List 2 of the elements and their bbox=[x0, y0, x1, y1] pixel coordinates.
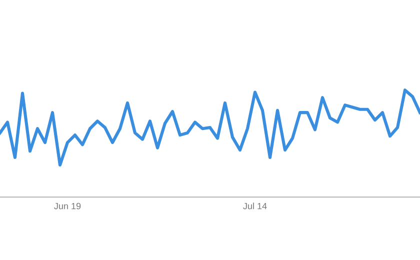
x-tick-label: Jul 14 bbox=[243, 202, 267, 210]
x-tick-label: Jun 19 bbox=[54, 202, 81, 210]
